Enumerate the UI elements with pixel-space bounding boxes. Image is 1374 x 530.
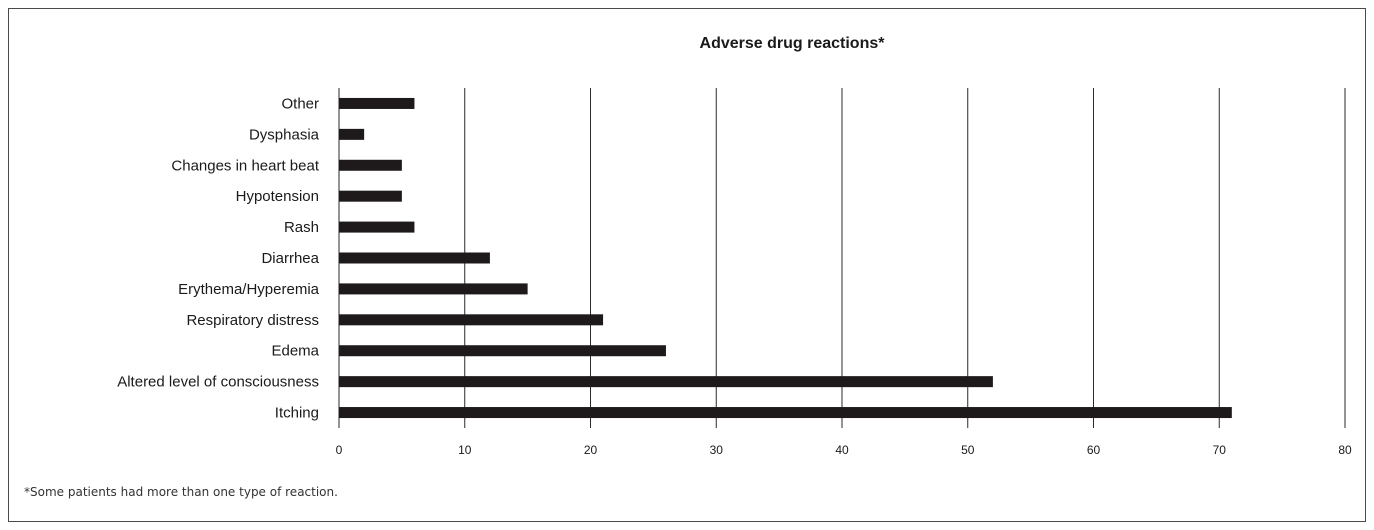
category-label: Edema xyxy=(271,343,319,360)
x-tick-label: 50 xyxy=(961,443,975,457)
category-label: Diarrhea xyxy=(261,250,319,267)
x-tick-label: 80 xyxy=(1338,443,1352,457)
category-label: Respiratory distress xyxy=(186,312,319,329)
x-tick-label: 10 xyxy=(458,443,472,457)
category-label: Dysphasia xyxy=(249,126,320,143)
bar xyxy=(339,252,490,264)
category-label: Erythema/Hyperemia xyxy=(178,281,320,298)
category-label: Hypotension xyxy=(236,188,319,205)
category-labels: Other Dysphasia Changes in heart beat Hypot… xyxy=(117,95,320,421)
bar xyxy=(339,221,415,233)
bar xyxy=(339,190,402,202)
x-tick-label: 70 xyxy=(1213,443,1227,457)
footnote: *Some patients had more than one type of… xyxy=(24,485,338,499)
x-tick-labels: 0 10 20 30 40 50 60 70 80 xyxy=(336,443,1352,457)
bar xyxy=(339,407,1232,419)
category-label: Other xyxy=(281,95,319,112)
x-tick-label: 20 xyxy=(584,443,598,457)
chart-title: Adverse drug reactions* xyxy=(700,35,886,52)
x-tick-label: 0 xyxy=(336,443,343,457)
category-label: Itching xyxy=(275,405,319,422)
x-tick-label: 60 xyxy=(1087,443,1101,457)
bar xyxy=(339,128,365,140)
category-label: Altered level of consciousness xyxy=(117,374,319,391)
grid-lines xyxy=(338,88,1346,428)
bar xyxy=(339,314,604,326)
x-tick-label: 30 xyxy=(710,443,724,457)
category-label: Rash xyxy=(284,219,319,236)
category-label: Changes in heart beat xyxy=(171,157,319,174)
bar xyxy=(339,345,666,357)
bar xyxy=(339,283,528,295)
bar xyxy=(339,97,415,109)
x-tick-label: 40 xyxy=(835,443,849,457)
bars xyxy=(339,97,1232,419)
bar xyxy=(339,376,993,388)
figure-frame xyxy=(8,8,1366,522)
bar xyxy=(339,159,402,171)
